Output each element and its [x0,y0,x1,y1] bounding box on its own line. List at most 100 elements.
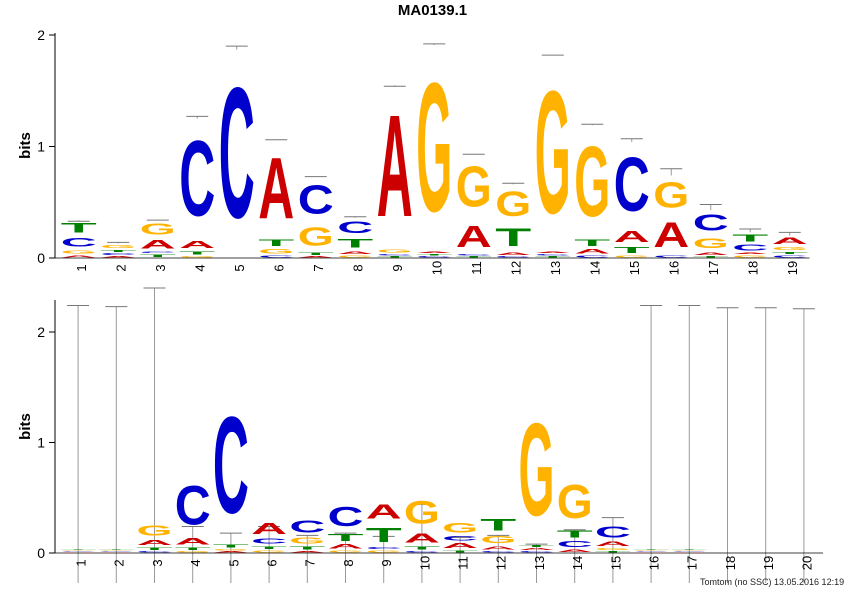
bottom-letter-c: C [633,551,669,552]
top-letter-t: T [258,238,294,248]
top-letter-t: T [693,256,730,258]
top-letter-g: G [416,45,452,251]
top-letter-a: A [772,236,808,246]
bottom-letter-g: G [519,395,555,543]
top-x-tick-label: 10 [430,261,445,275]
bottom-letter-t: T [480,516,516,535]
top-letter-g: G [61,249,97,255]
top-letter-g: G [732,255,768,258]
bottom-letter-a: A [480,545,516,551]
bottom-letter-c: C [98,551,134,552]
bottom-letter-g: G [480,535,516,546]
bottom-x-tick-label: 17 [685,556,700,570]
bottom-x-tick-label: 16 [647,556,662,570]
bottom-letter-t: T [136,546,173,550]
top-x-tick-label: 6 [272,264,287,271]
top-letter-c: C [456,254,492,256]
top-letter-c: C [377,254,413,256]
bottom-letter-c: C [404,551,440,553]
top-x-tick-label: 18 [746,261,761,275]
bottom-letter-t: T [60,549,96,550]
top-letter-c: C [298,177,334,223]
top-letter-a: A [495,251,531,255]
top-letter-c: C [693,211,729,236]
top-letter-g: G [337,255,373,258]
bottom-letter-a: A [251,520,287,538]
bottom-letter-t: T [671,549,707,550]
top-letter-c: C [100,252,136,255]
top-letter-a: A [337,250,373,254]
bottom-letter-c: C [557,540,593,549]
top-letter-c: C [535,254,571,256]
top-letter-t: T [377,256,414,258]
bottom-letter-a: A [136,539,172,547]
top-letter-c: C [61,236,97,250]
bottom-letter-a: A [327,543,363,550]
top-letter-g: G [140,221,176,238]
bottom-letter-a: A [98,552,134,553]
top-letter-a: A [298,256,334,258]
bottom-x-tick-label: 4 [188,559,203,566]
bottom-letter-c: C [137,551,173,553]
bottom-letter-g: G [98,550,134,551]
bottom-letter-t: T [251,545,288,549]
top-x-tick-label: 12 [509,261,524,275]
top-letter-t: T [614,246,650,255]
bottom-letter-c: C [60,551,96,552]
top-letter-t: T [772,251,809,254]
top-letter-c: C [732,244,768,253]
top-letter-t: T [495,223,531,251]
top-x-tick-label: 15 [627,261,642,275]
top-letter-a: A [535,251,571,253]
top-letter-t: T [456,256,493,258]
top-y-tick-label: 1 [37,139,45,155]
top-letter-g: G [179,256,215,258]
bottom-letter-g: G [557,475,593,529]
bottom-letter-g: G [251,550,287,553]
bottom-letter-t: T [175,546,212,550]
top-letter-g: G [377,248,413,254]
bottom-letter-a: A [633,552,669,553]
top-x-tick-label: 4 [193,264,208,271]
top-y-tick-label: 2 [37,27,45,43]
top-letter-g: G [258,248,294,255]
top-letter-a: A [140,238,176,252]
top-letter-g: G [100,243,136,249]
top-x-tick-label: 19 [785,261,800,275]
bottom-letter-a: A [175,536,211,546]
bottom-letter-c: C [213,389,249,543]
bottom-letter-g: G [60,550,96,551]
top-letter-a: A [732,252,768,254]
bottom-letter-c: C [442,535,478,542]
top-letter-a: A [574,248,610,255]
top-y-tick-label: 0 [37,250,45,266]
top-letter-c: C [258,255,294,258]
top-letter-g: G [535,56,571,252]
bottom-letter-c: C [328,501,364,532]
top-letter-t: T [61,220,97,236]
bottom-x-tick-label: 1 [74,559,89,566]
bottom-letter-a: A [557,549,593,553]
bottom-x-tick-label: 3 [150,559,165,566]
bottom-letter-a: A [213,551,249,553]
bottom-letter-t: T [595,551,632,553]
top-letter-t: T [337,237,373,250]
bottom-letter-t: T [442,550,479,553]
bottom-letter-a: A [442,542,478,550]
bottom-letter-g: G [671,550,707,551]
top-letter-g: G [772,246,808,252]
bottom-letter-c: C [251,538,287,546]
bottom-letter-g: G [633,550,669,551]
bottom-letter-c: C [595,523,631,541]
bottom-letter-t: T [519,544,556,547]
bottom-letter-t: T [289,545,326,551]
bottom-x-tick-label: 11 [456,556,471,570]
bottom-letter-a: A [671,552,707,553]
top-letter-a: A [179,239,215,250]
top-x-tick-label: 2 [114,264,129,271]
bottom-letter-c: C [671,551,707,552]
bottom-letter-g: G [595,547,631,550]
top-letter-g: G [456,156,492,220]
bottom-letter-c: C [519,551,555,553]
